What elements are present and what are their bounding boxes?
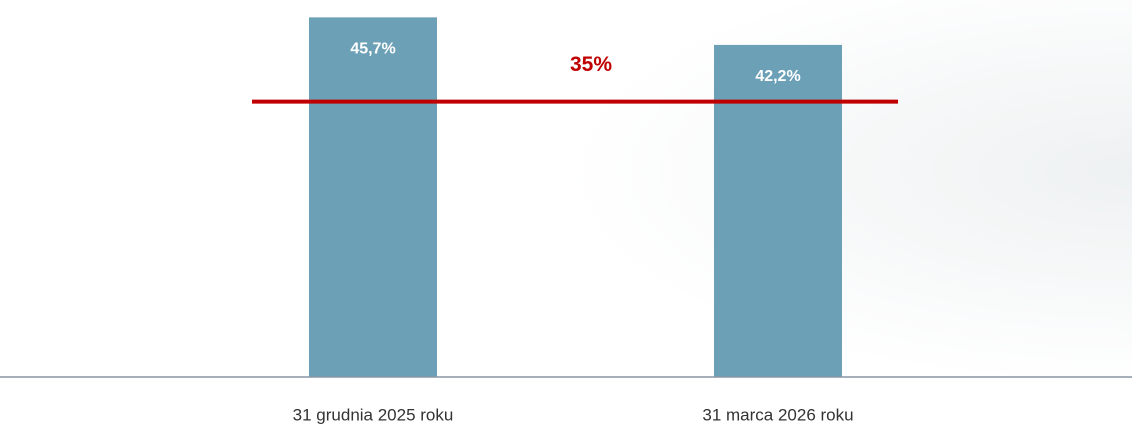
value-label: 45,7% [350,41,395,58]
x-tick-label: 31 marca 2026 roku [702,405,853,424]
bar [309,17,437,377]
value-label: 42,2% [755,68,800,85]
x-tick-label: 31 grudnia 2025 roku [293,405,454,424]
threshold-label: 35% [570,53,612,76]
bar [714,44,842,377]
